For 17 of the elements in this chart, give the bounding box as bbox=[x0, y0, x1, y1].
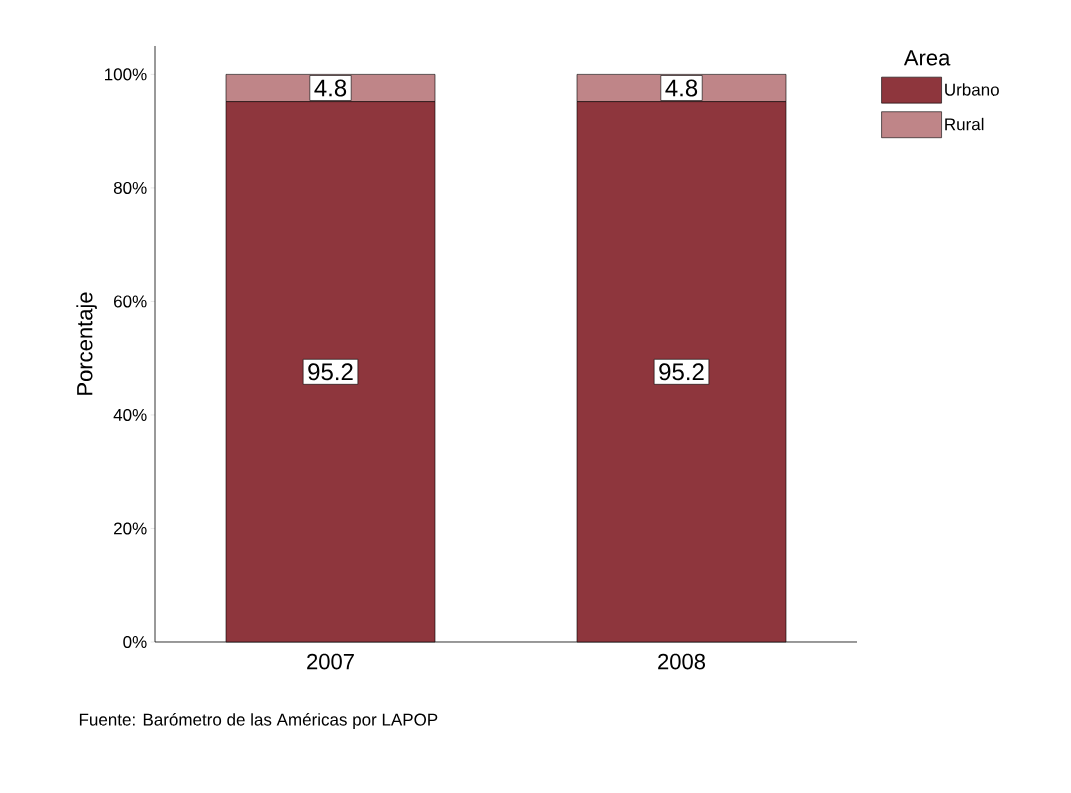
data-label: 4.8 bbox=[314, 79, 347, 97]
data-label: 95.2 bbox=[308, 363, 353, 381]
y-tick-label: 100% bbox=[105, 68, 147, 81]
y-axis-title: Porcentaje bbox=[76, 292, 97, 395]
x-tick-label: 2007 bbox=[307, 653, 354, 670]
y-tick-label: 80% bbox=[113, 181, 147, 194]
legend-label: Rural bbox=[945, 117, 984, 131]
y-tick-label: 0% bbox=[123, 635, 147, 649]
x-tick-label: 2008 bbox=[658, 653, 706, 670]
legend-title: Area bbox=[903, 50, 951, 66]
legend-label: Urbano bbox=[945, 83, 999, 96]
data-label: 4.8 bbox=[665, 79, 698, 97]
y-tick-label: 40% bbox=[113, 408, 147, 421]
source-note: Fuente: Barómetro de las Américas por LAPOP bbox=[79, 712, 438, 730]
data-label: 95.2 bbox=[659, 363, 704, 381]
y-tick-label: 20% bbox=[114, 522, 147, 535]
y-tick-label: 60% bbox=[114, 295, 147, 308]
